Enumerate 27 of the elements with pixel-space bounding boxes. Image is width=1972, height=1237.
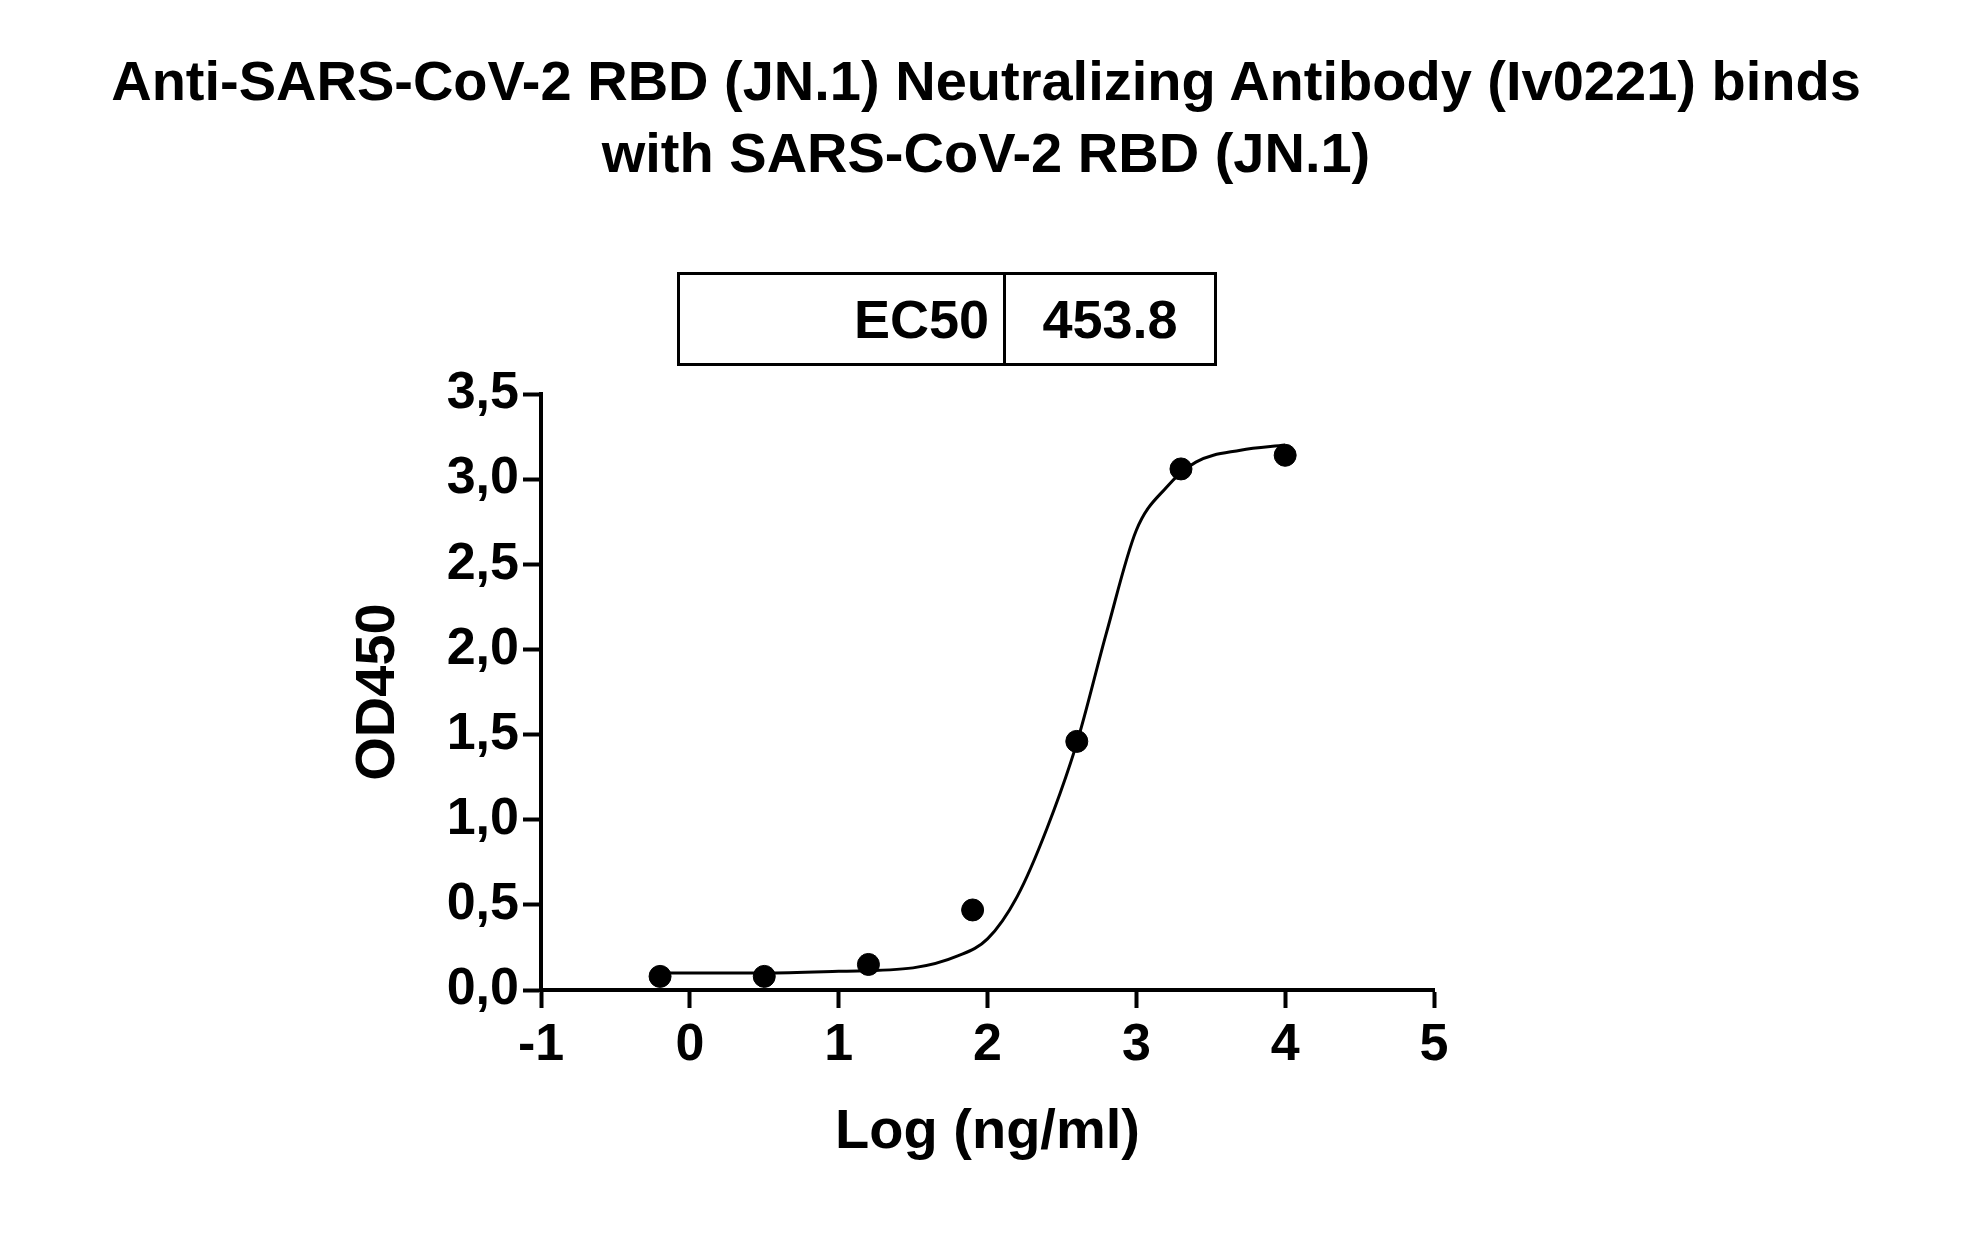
x-tick-label: 4 bbox=[1270, 1012, 1300, 1071]
y-tick-label: 0,5 bbox=[446, 872, 519, 931]
y-axis-title: OD450 bbox=[343, 603, 407, 781]
y-tick-label: 1,0 bbox=[446, 787, 519, 846]
y-tick-label: 3,0 bbox=[446, 446, 519, 505]
y-tick-label: 2,5 bbox=[446, 531, 519, 590]
point bbox=[1065, 729, 1089, 753]
y-tick-label: 0,0 bbox=[446, 957, 519, 1016]
point bbox=[1273, 443, 1297, 467]
point bbox=[648, 964, 672, 988]
point bbox=[961, 898, 985, 922]
point bbox=[856, 952, 880, 976]
y-tick-label: 3,5 bbox=[446, 361, 519, 420]
point bbox=[1169, 457, 1193, 481]
x-tick-label: 1 bbox=[824, 1012, 854, 1071]
y-tick-label: 1,5 bbox=[446, 701, 519, 760]
x-tick-label: 2 bbox=[973, 1012, 1002, 1071]
x-tick-label: 0 bbox=[675, 1012, 705, 1071]
x-tick-label: 5 bbox=[1419, 1012, 1449, 1071]
point bbox=[752, 964, 776, 988]
x-axis-title: Log (ng/ml) bbox=[835, 1096, 1140, 1160]
x-tick-label: 3 bbox=[1121, 1012, 1151, 1071]
chart-title: Anti-SARS-CoV-2 RBD (JN.1) Neutralizing Antibody (Iv0221) binds with SARS-CoV-2 RBD (JN.1) bbox=[110, 48, 1862, 186]
text: EC50 bbox=[680, 275, 1006, 363]
y-tick-label: 2,0 bbox=[446, 616, 519, 675]
x-tick-label: -1 bbox=[517, 1012, 565, 1071]
text: 453.8 bbox=[1041, 288, 1179, 351]
